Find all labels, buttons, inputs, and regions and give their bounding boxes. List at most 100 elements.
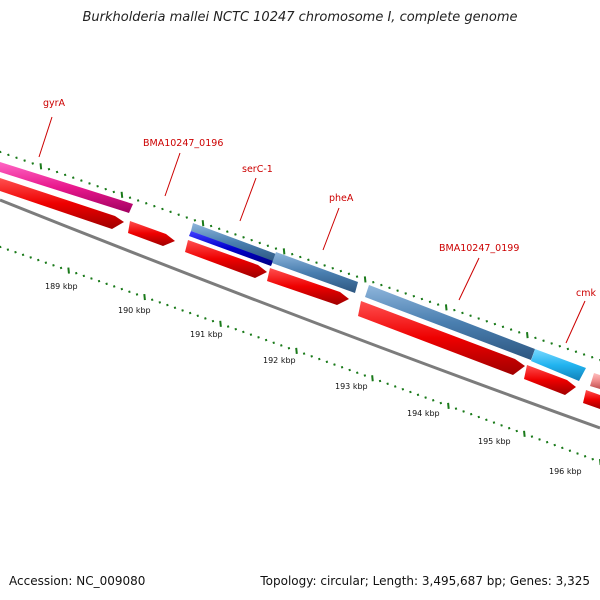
minor-tick (242, 330, 245, 334)
major-tick (295, 347, 298, 354)
gene-label-BMA10247_0199: BMA10247_0199 (439, 243, 519, 254)
minor-tick (323, 264, 326, 267)
minor-tick (315, 261, 318, 264)
minor-tick (331, 266, 334, 270)
cds-arrow-6[interactable] (524, 365, 576, 395)
scale-label-191: 191 kbp (190, 330, 223, 339)
minor-tick (428, 300, 432, 304)
scale-label-193: 193 kbp (335, 382, 368, 391)
cds-arrow-5[interactable] (358, 301, 525, 375)
minor-tick (181, 309, 184, 312)
minor-tick (333, 363, 336, 366)
minor-tick (217, 227, 221, 231)
major-tick (363, 276, 367, 283)
minor-tick (250, 238, 253, 242)
cds-arrow-1[interactable] (0, 178, 124, 229)
cds-arrow-2[interactable] (128, 221, 175, 246)
minor-tick (454, 407, 458, 410)
cds-arrow-4[interactable] (267, 268, 349, 305)
gene-feature-gyrA[interactable] (0, 162, 133, 213)
minor-tick (287, 346, 291, 350)
minor-tick (21, 253, 25, 257)
minor-tick (31, 162, 34, 165)
major-tick (282, 248, 286, 255)
cds-arrow-7[interactable] (583, 390, 600, 409)
minor-tick (144, 202, 148, 205)
minor-tick (356, 371, 359, 375)
major-tick (39, 163, 43, 170)
minor-tick (258, 241, 262, 245)
scale-label-196: 196 kbp (549, 467, 582, 476)
minor-tick (166, 303, 169, 307)
minor-tick (266, 244, 270, 248)
minor-tick (59, 266, 63, 270)
minor-tick (169, 210, 172, 214)
gene-feature-cmk[interactable] (531, 349, 586, 381)
gene-feature-pheA[interactable] (272, 252, 358, 293)
minor-tick (264, 338, 268, 342)
minor-tick (153, 204, 156, 208)
minor-tick (553, 443, 556, 447)
minor-tick (462, 410, 465, 413)
minor-tick (500, 424, 503, 427)
leader-lines (38, 116, 586, 344)
gene-feature-edge[interactable] (590, 373, 600, 389)
minor-tick (485, 418, 488, 422)
minor-tick (318, 357, 321, 361)
major-tick (143, 293, 146, 301)
major-tick (219, 320, 222, 327)
minor-tick (372, 280, 375, 284)
minor-tick (436, 303, 440, 306)
minor-tick (7, 153, 10, 157)
minor-tick (280, 344, 283, 347)
minor-tick (363, 374, 367, 377)
gene-label-serC-1: serC-1 (242, 164, 273, 175)
minor-tick (386, 382, 389, 386)
minor-tick (469, 314, 472, 317)
minor-tick (469, 412, 473, 416)
minor-tick (404, 292, 407, 295)
scale-label-195: 195 kbp (478, 437, 511, 446)
scale-label-192: 192 kbp (263, 356, 296, 365)
minor-tick (44, 261, 48, 264)
minor-tick (185, 216, 189, 219)
minor-tick (0, 245, 2, 249)
minor-tick (135, 293, 139, 296)
minor-tick (128, 290, 131, 294)
minor-tick (566, 347, 570, 351)
minor-tick (37, 258, 40, 262)
major-tick (201, 220, 205, 227)
cds-arrow-3[interactable] (185, 240, 267, 278)
minor-tick (453, 308, 456, 312)
minor-tick (409, 390, 412, 394)
minor-tick (493, 322, 497, 326)
minor-tick (538, 438, 541, 441)
minor-tick (583, 455, 587, 458)
gene-label-gyrA: gyrA (43, 98, 66, 109)
major-tick (371, 375, 374, 382)
gene-feature-BMA10247_0199[interactable] (365, 285, 535, 360)
minor-tick (63, 173, 67, 177)
scale-label-194: 194 kbp (407, 409, 440, 418)
minor-tick (128, 196, 132, 199)
gene-feature-serC-1[interactable] (189, 223, 276, 266)
minor-tick (173, 306, 177, 310)
accession-text: Accession: NC_009080 (9, 574, 146, 588)
minor-tick (545, 440, 549, 444)
lower-tick-row (0, 245, 600, 466)
minor-tick (88, 182, 91, 185)
minor-tick (576, 452, 579, 455)
minor-tick (72, 176, 75, 180)
minor-tick (161, 207, 164, 211)
minor-tick (378, 379, 382, 383)
map-title: Burkholderia mallei NCTC 10247 chromosom… (82, 10, 518, 25)
minor-tick (274, 247, 278, 250)
minor-tick (97, 279, 101, 283)
minor-tick (424, 396, 427, 399)
genome-stats-text: Topology: circular; Length: 3,495,687 bp… (260, 574, 590, 588)
minor-tick (355, 275, 359, 278)
minor-tick (568, 449, 572, 452)
minor-tick (80, 179, 83, 182)
minor-tick (325, 360, 329, 364)
minor-tick (340, 365, 344, 369)
